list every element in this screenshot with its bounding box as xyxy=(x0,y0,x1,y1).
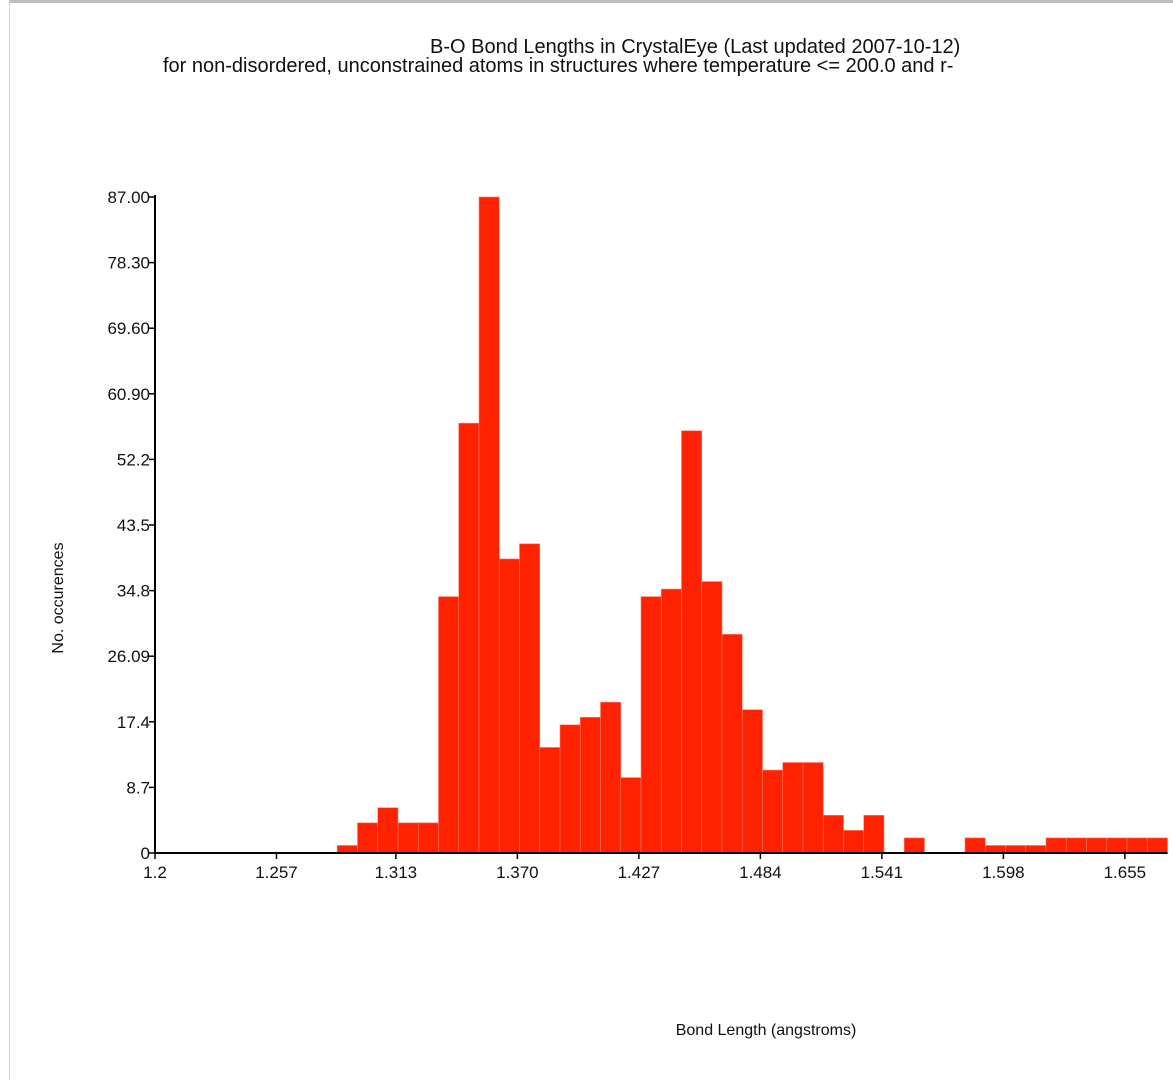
histogram-bar xyxy=(377,807,399,854)
x-tick-label: 1.484 xyxy=(739,863,782,882)
y-tick-label: 69.60 xyxy=(107,319,150,338)
frame-top-border xyxy=(9,0,1173,3)
histogram-bar xyxy=(357,822,379,854)
histogram-bar xyxy=(397,822,419,854)
x-tick-label: 1.427 xyxy=(618,863,661,882)
histogram-bar xyxy=(579,716,601,854)
y-tick-label: 17.4 xyxy=(117,713,150,732)
y-tick-label: 26.09 xyxy=(107,647,150,666)
histogram-bar xyxy=(681,430,703,854)
y-tick-label: 0 xyxy=(141,844,150,863)
y-tick-label: 78.30 xyxy=(107,254,150,273)
y-tick-label: 34.8 xyxy=(117,582,150,601)
histogram-bar xyxy=(336,845,358,854)
histogram-bar xyxy=(964,837,986,854)
histogram-bar xyxy=(863,814,885,854)
histogram-bar xyxy=(620,777,642,854)
histogram-bar xyxy=(478,196,500,854)
y-tick-label: 8.7 xyxy=(126,778,150,797)
histogram-bar xyxy=(721,634,743,854)
x-tick-label: 1.370 xyxy=(496,863,539,882)
histogram-bar xyxy=(1106,837,1128,854)
y-tick-label: 87.00 xyxy=(107,188,150,207)
histogram-bar xyxy=(519,543,541,854)
histogram-bar xyxy=(903,837,925,854)
x-axis-label: Bond Length (angstroms) xyxy=(676,1022,857,1039)
y-tick-label: 43.5 xyxy=(117,516,150,535)
chart-subtitle: for non-disordered, unconstrained atoms … xyxy=(163,55,954,77)
x-tick-label: 1.313 xyxy=(375,863,418,882)
histogram-bar xyxy=(417,822,439,854)
y-tick-label: 52.2 xyxy=(117,450,150,469)
histogram-bar xyxy=(498,558,520,854)
x-tick-label: 1.541 xyxy=(861,863,904,882)
histogram-bar xyxy=(1065,837,1087,854)
histogram-bar xyxy=(701,581,723,854)
histogram-bar xyxy=(438,596,460,854)
histogram-bar xyxy=(458,422,480,854)
histogram-bar xyxy=(802,762,824,854)
frame-left-border xyxy=(9,0,10,1080)
histogram-bar xyxy=(660,588,682,854)
histogram-bar xyxy=(1126,837,1148,854)
histogram-bar xyxy=(1146,837,1168,854)
histogram-bar xyxy=(1086,837,1108,854)
y-axis-label: No. occurences xyxy=(50,542,67,653)
x-tick-label: 1.598 xyxy=(982,863,1025,882)
x-tick-label: 1.2 xyxy=(143,863,167,882)
histogram-bar xyxy=(559,724,581,854)
histogram-bar xyxy=(843,830,865,854)
histogram-bar xyxy=(741,709,763,854)
histogram-bar xyxy=(762,769,784,854)
histogram-bar xyxy=(539,747,561,854)
x-tick-label: 1.655 xyxy=(1104,863,1147,882)
y-tick-label: 60.90 xyxy=(107,385,150,404)
x-tick-label: 1.257 xyxy=(255,863,298,882)
histogram-bar xyxy=(782,762,804,854)
histogram-bar xyxy=(600,701,622,854)
histogram-bar xyxy=(640,596,662,854)
histogram-bar xyxy=(1025,845,1047,854)
histogram-bar xyxy=(822,814,844,854)
chart-title: B-O Bond Lengths in CrystalEye (Last upd… xyxy=(430,36,961,58)
histogram-bar xyxy=(984,845,1006,854)
histogram-bar xyxy=(1045,837,1067,854)
histogram-bar xyxy=(1005,845,1027,854)
